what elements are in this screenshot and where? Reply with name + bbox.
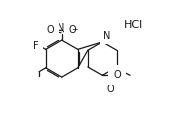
Text: N: N (58, 23, 65, 33)
Text: O: O (106, 84, 114, 94)
Text: O: O (69, 25, 77, 35)
Text: N: N (103, 31, 110, 41)
Text: +: + (64, 26, 69, 31)
Text: O: O (113, 70, 121, 80)
Text: HCl: HCl (124, 20, 143, 30)
Text: −: − (71, 25, 77, 34)
Text: F: F (33, 41, 39, 51)
Text: O: O (47, 25, 55, 35)
